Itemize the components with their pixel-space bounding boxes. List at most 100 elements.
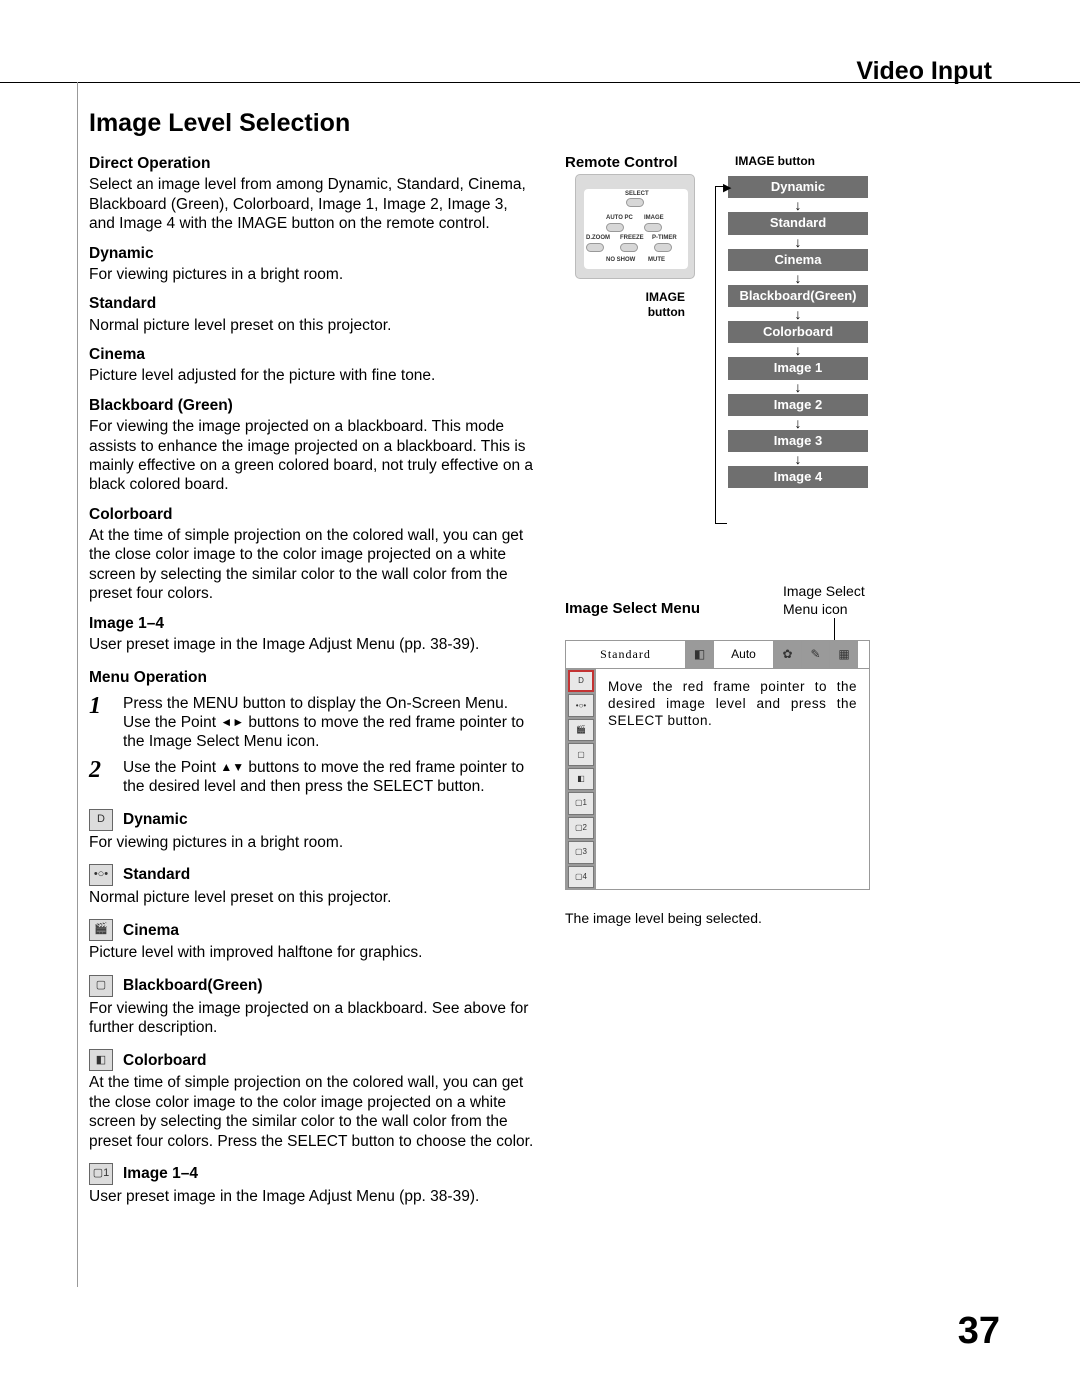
osd-top-auto: Auto <box>714 641 774 668</box>
osd-side-blackboard-icon: ▢ <box>568 743 594 765</box>
chain-image2: Image 2 <box>728 394 868 416</box>
remote-noshow-label: NO SHOW <box>606 257 635 265</box>
remote-dzoom-label: D.ZOOM <box>586 235 610 243</box>
blackboard-icon: ▢ <box>89 975 113 997</box>
osd-body: D •○• 🎬 ▢ ◧ ▢1 ▢2 ▢3 ▢4 Move the red fra… <box>566 669 869 889</box>
page-number: 37 <box>958 1308 1000 1356</box>
osd-top-icon: ▦ <box>830 641 858 668</box>
chain-dynamic: Dynamic <box>728 176 868 198</box>
left-margin-rule <box>77 82 78 1287</box>
chain-arrow: ↓ <box>728 343 868 357</box>
colorboard-icon: ◧ <box>89 1049 113 1071</box>
chain-standard: Standard <box>728 212 868 234</box>
osd-side-image2-icon: ▢2 <box>568 817 594 839</box>
osd-side-dynamic-icon: D <box>568 670 594 692</box>
step-2-num: 2 <box>89 758 123 797</box>
icon-image14-label: Image 1–4 <box>123 1164 198 1183</box>
menu-icon-pointer-line <box>834 618 835 640</box>
chain-arrow: ↓ <box>728 380 868 394</box>
cinema-icon: 🎬 <box>89 919 113 941</box>
remote-control-illustration: SELECT AUTO PC IMAGE D.ZOOM FREEZE P-TIM… <box>575 174 695 279</box>
chain-colorboard: Colorboard <box>728 321 868 343</box>
osd-main: Move the red frame pointer to the desire… <box>596 669 869 889</box>
chain-cinema: Cinema <box>728 249 868 271</box>
icon-dynamic-desc: For viewing pictures in a bright room. <box>89 833 534 852</box>
chain-return-line <box>715 186 727 524</box>
direct-op-heading: Direct Operation <box>89 154 534 173</box>
remote-image-button-caption: IMAGE button <box>625 290 685 320</box>
osd-top-icon: ✎ <box>802 641 830 668</box>
chain-image4: Image 4 <box>728 466 868 488</box>
chain-arrow: ↓ <box>728 307 868 321</box>
icon-standard-desc: Normal picture level preset on this proj… <box>89 888 534 907</box>
standard-icon: •○• <box>89 864 113 886</box>
osd-topbar: Standard ◧ Auto ✿ ✎ ▦ <box>566 641 869 669</box>
osd-sidebar: D •○• 🎬 ▢ ◧ ▢1 ▢2 ▢3 ▢4 <box>566 669 596 889</box>
colorboard-heading: Colorboard <box>89 505 534 524</box>
step-1-text: Press the MENU button to display the On-… <box>123 694 534 752</box>
step-2-text-a: Use the Point <box>123 759 220 776</box>
image-level-chain: Dynamic ↓ Standard ↓ Cinema ↓ Blackboard… <box>728 176 868 488</box>
remote-freeze-label: FREEZE <box>620 235 644 243</box>
cinema-heading: Cinema <box>89 345 534 364</box>
remote-ptimer-label: P-TIMER <box>652 235 677 243</box>
standard-desc: Normal picture level preset on this proj… <box>89 316 534 335</box>
icon-image14-row: ▢1 Image 1–4 <box>89 1163 534 1185</box>
icon-cinema-desc: Picture level with improved halftone for… <box>89 943 534 962</box>
remote-mute-label: MUTE <box>648 257 665 265</box>
dynamic-icon: D <box>89 809 113 831</box>
icon-colorboard-row: ◧ Colorboard <box>89 1049 534 1071</box>
chain-image3: Image 3 <box>728 430 868 452</box>
image-button-heading: IMAGE button <box>735 154 815 169</box>
icon-blackboard-desc: For viewing the image projected on a bla… <box>89 999 534 1038</box>
header-title: Video Input <box>856 56 992 87</box>
osd-side-image3-icon: ▢3 <box>568 841 594 863</box>
blackboard-desc: For viewing the image projected on a bla… <box>89 417 534 495</box>
section-title: Image Level Selection <box>89 108 350 139</box>
remote-control-heading: Remote Control <box>565 154 678 173</box>
step-2-text: Use the Point ▲▼ buttons to move the red… <box>123 758 534 797</box>
remote-autopc-label: AUTO PC <box>606 215 633 223</box>
osd-caption: The image level being selected. <box>565 910 762 928</box>
icon-cinema-row: 🎬 Cinema <box>89 919 534 941</box>
remote-image-label: IMAGE <box>644 215 664 223</box>
image14-heading: Image 1–4 <box>89 614 534 633</box>
icon-blackboard-label: Blackboard(Green) <box>123 976 263 995</box>
standard-heading: Standard <box>89 294 534 313</box>
chain-return-arrowhead: ▶ <box>723 182 731 196</box>
osd-side-image1-icon: ▢1 <box>568 792 594 814</box>
osd-top-icon: ◧ <box>686 641 714 668</box>
image14-icon: ▢1 <box>89 1163 113 1185</box>
osd-side-colorboard-icon: ◧ <box>568 768 594 790</box>
blackboard-heading: Blackboard (Green) <box>89 396 534 415</box>
chain-arrow: ↓ <box>728 452 868 466</box>
icon-standard-label: Standard <box>123 865 190 884</box>
icon-colorboard-desc: At the time of simple projection on the … <box>89 1073 534 1151</box>
osd-side-image4-icon: ▢4 <box>568 866 594 888</box>
menu-op-heading: Menu Operation <box>89 668 534 687</box>
step-1-num: 1 <box>89 694 123 752</box>
left-column: Direct Operation Select an image level f… <box>89 154 534 1206</box>
image14-desc: User preset image in the Image Adjust Me… <box>89 635 534 654</box>
icon-dynamic-row: D Dynamic <box>89 809 534 831</box>
image-select-menu-icon-note: Image Select Menu icon <box>783 583 903 618</box>
icon-standard-row: •○• Standard <box>89 864 534 886</box>
cinema-desc: Picture level adjusted for the picture w… <box>89 366 534 385</box>
icon-image14-desc: User preset image in the Image Adjust Me… <box>89 1187 534 1206</box>
osd-top-icon: ✿ <box>774 641 802 668</box>
step-1-arrows: ◄► <box>220 715 244 729</box>
osd-side-cinema-icon: 🎬 <box>568 719 594 741</box>
chain-arrow: ↓ <box>728 198 868 212</box>
step-2: 2 Use the Point ▲▼ buttons to move the r… <box>89 758 534 797</box>
osd-topbar-label: Standard <box>566 641 686 668</box>
chain-arrow: ↓ <box>728 235 868 249</box>
chain-blackboard: Blackboard(Green) <box>728 285 868 307</box>
chain-image1: Image 1 <box>728 357 868 379</box>
osd-main-text: Move the red frame pointer to the desire… <box>608 679 857 730</box>
step-1: 1 Press the MENU button to display the O… <box>89 694 534 752</box>
osd-side-standard-icon: •○• <box>568 694 594 716</box>
dynamic-desc: For viewing pictures in a bright room. <box>89 265 534 284</box>
chain-arrow: ↓ <box>728 271 868 285</box>
icon-blackboard-row: ▢ Blackboard(Green) <box>89 975 534 997</box>
direct-op-intro: Select an image level from among Dynamic… <box>89 175 534 233</box>
